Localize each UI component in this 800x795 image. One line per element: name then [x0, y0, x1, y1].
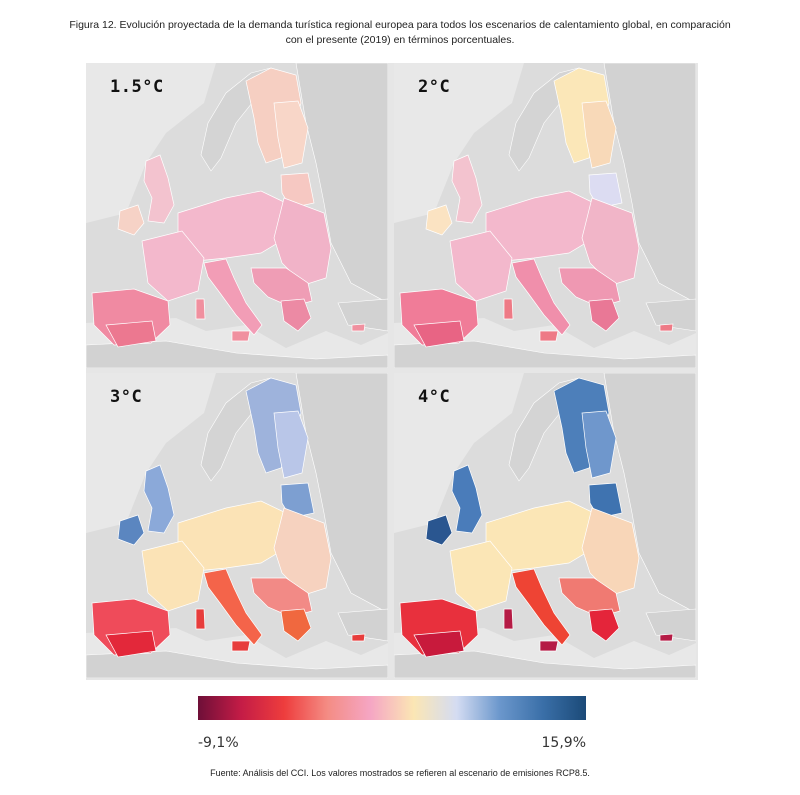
region-east: [581, 507, 640, 596]
region-sicily: [231, 330, 251, 342]
sea-north-atlantic: [394, 63, 524, 223]
panel-label: 3°C: [110, 387, 143, 407]
region-italy: [511, 568, 571, 646]
non-eu-turkey: [337, 608, 388, 642]
region-east: [273, 507, 332, 596]
caption-line-1: Figura 12. Evolución proyectada de la de…: [69, 19, 731, 31]
map-svg: [86, 63, 388, 368]
region-east: [581, 197, 640, 286]
region-ireland: [425, 204, 453, 236]
region-italy: [511, 258, 571, 336]
region-italy: [203, 258, 263, 336]
figure-caption: Figura 12. Evolución proyectada de la de…: [0, 18, 800, 48]
region-greece: [280, 608, 312, 642]
region-greece: [588, 608, 620, 642]
region-uk: [143, 464, 175, 534]
sea-north-atlantic: [86, 63, 216, 223]
non-eu-russia: [603, 63, 696, 304]
region-uk: [451, 464, 483, 534]
region-cyprus: [351, 323, 366, 332]
region-ireland: [425, 514, 453, 546]
maps-grid: 1.5°C 2°C 3°C 4°C: [86, 63, 698, 680]
region-france: [449, 540, 513, 612]
region-ireland: [117, 514, 145, 546]
region-france: [141, 230, 205, 302]
map-panel-2c: 2°C: [394, 63, 696, 368]
region-france: [141, 540, 205, 612]
legend-min-label: -9,1%: [198, 735, 239, 751]
panel-label: 2°C: [418, 77, 451, 97]
region-uk: [143, 154, 175, 224]
panel-label: 1.5°C: [110, 77, 164, 97]
caption-line-2: con el presente (2019) en términos porce…: [285, 34, 515, 46]
region-sardinia: [503, 298, 514, 320]
non-eu-africa: [394, 650, 696, 678]
map-svg: [394, 63, 696, 368]
region-france: [449, 230, 513, 302]
map-svg: [394, 373, 696, 678]
region-sardinia: [503, 608, 514, 630]
map-panel-3c: 3°C: [86, 373, 388, 678]
region-greece: [280, 298, 312, 332]
region-sicily: [231, 640, 251, 652]
figure-source: Fuente: Análisis del CCI. Los valores mo…: [210, 768, 590, 778]
region-nordic-east: [581, 100, 617, 169]
region-east: [273, 197, 332, 286]
sea-north-atlantic: [86, 373, 216, 533]
region-ireland: [117, 204, 145, 236]
region-iberia-south: [105, 630, 157, 658]
region-sicily: [539, 330, 559, 342]
region-cyprus: [351, 633, 366, 642]
region-sardinia: [195, 298, 206, 320]
sea-north-atlantic: [394, 373, 524, 533]
map-svg: [86, 373, 388, 678]
panel-label: 4°C: [418, 387, 451, 407]
non-eu-russia: [603, 373, 696, 614]
legend-color-bar: [198, 696, 586, 720]
region-nordic-east: [273, 410, 309, 479]
region-iberia-south: [105, 320, 157, 348]
non-eu-africa: [86, 340, 388, 368]
region-greece: [588, 298, 620, 332]
map-panel-4c: 4°C: [394, 373, 696, 678]
region-nordic-east: [581, 410, 617, 479]
non-eu-africa: [394, 340, 696, 368]
region-iberia-south: [413, 630, 465, 658]
legend-max-label: 15,9%: [541, 735, 586, 751]
non-eu-turkey: [645, 298, 696, 332]
region-sicily: [539, 640, 559, 652]
non-eu-russia: [295, 373, 388, 614]
region-sardinia: [195, 608, 206, 630]
region-cyprus: [659, 633, 674, 642]
region-nordic-east: [273, 100, 309, 169]
non-eu-russia: [295, 63, 388, 304]
map-panel-1-5c: 1.5°C: [86, 63, 388, 368]
non-eu-turkey: [337, 298, 388, 332]
region-italy: [203, 568, 263, 646]
region-uk: [451, 154, 483, 224]
non-eu-africa: [86, 650, 388, 678]
non-eu-turkey: [645, 608, 696, 642]
region-iberia-south: [413, 320, 465, 348]
region-cyprus: [659, 323, 674, 332]
legend-gradient-rect: [198, 696, 586, 720]
